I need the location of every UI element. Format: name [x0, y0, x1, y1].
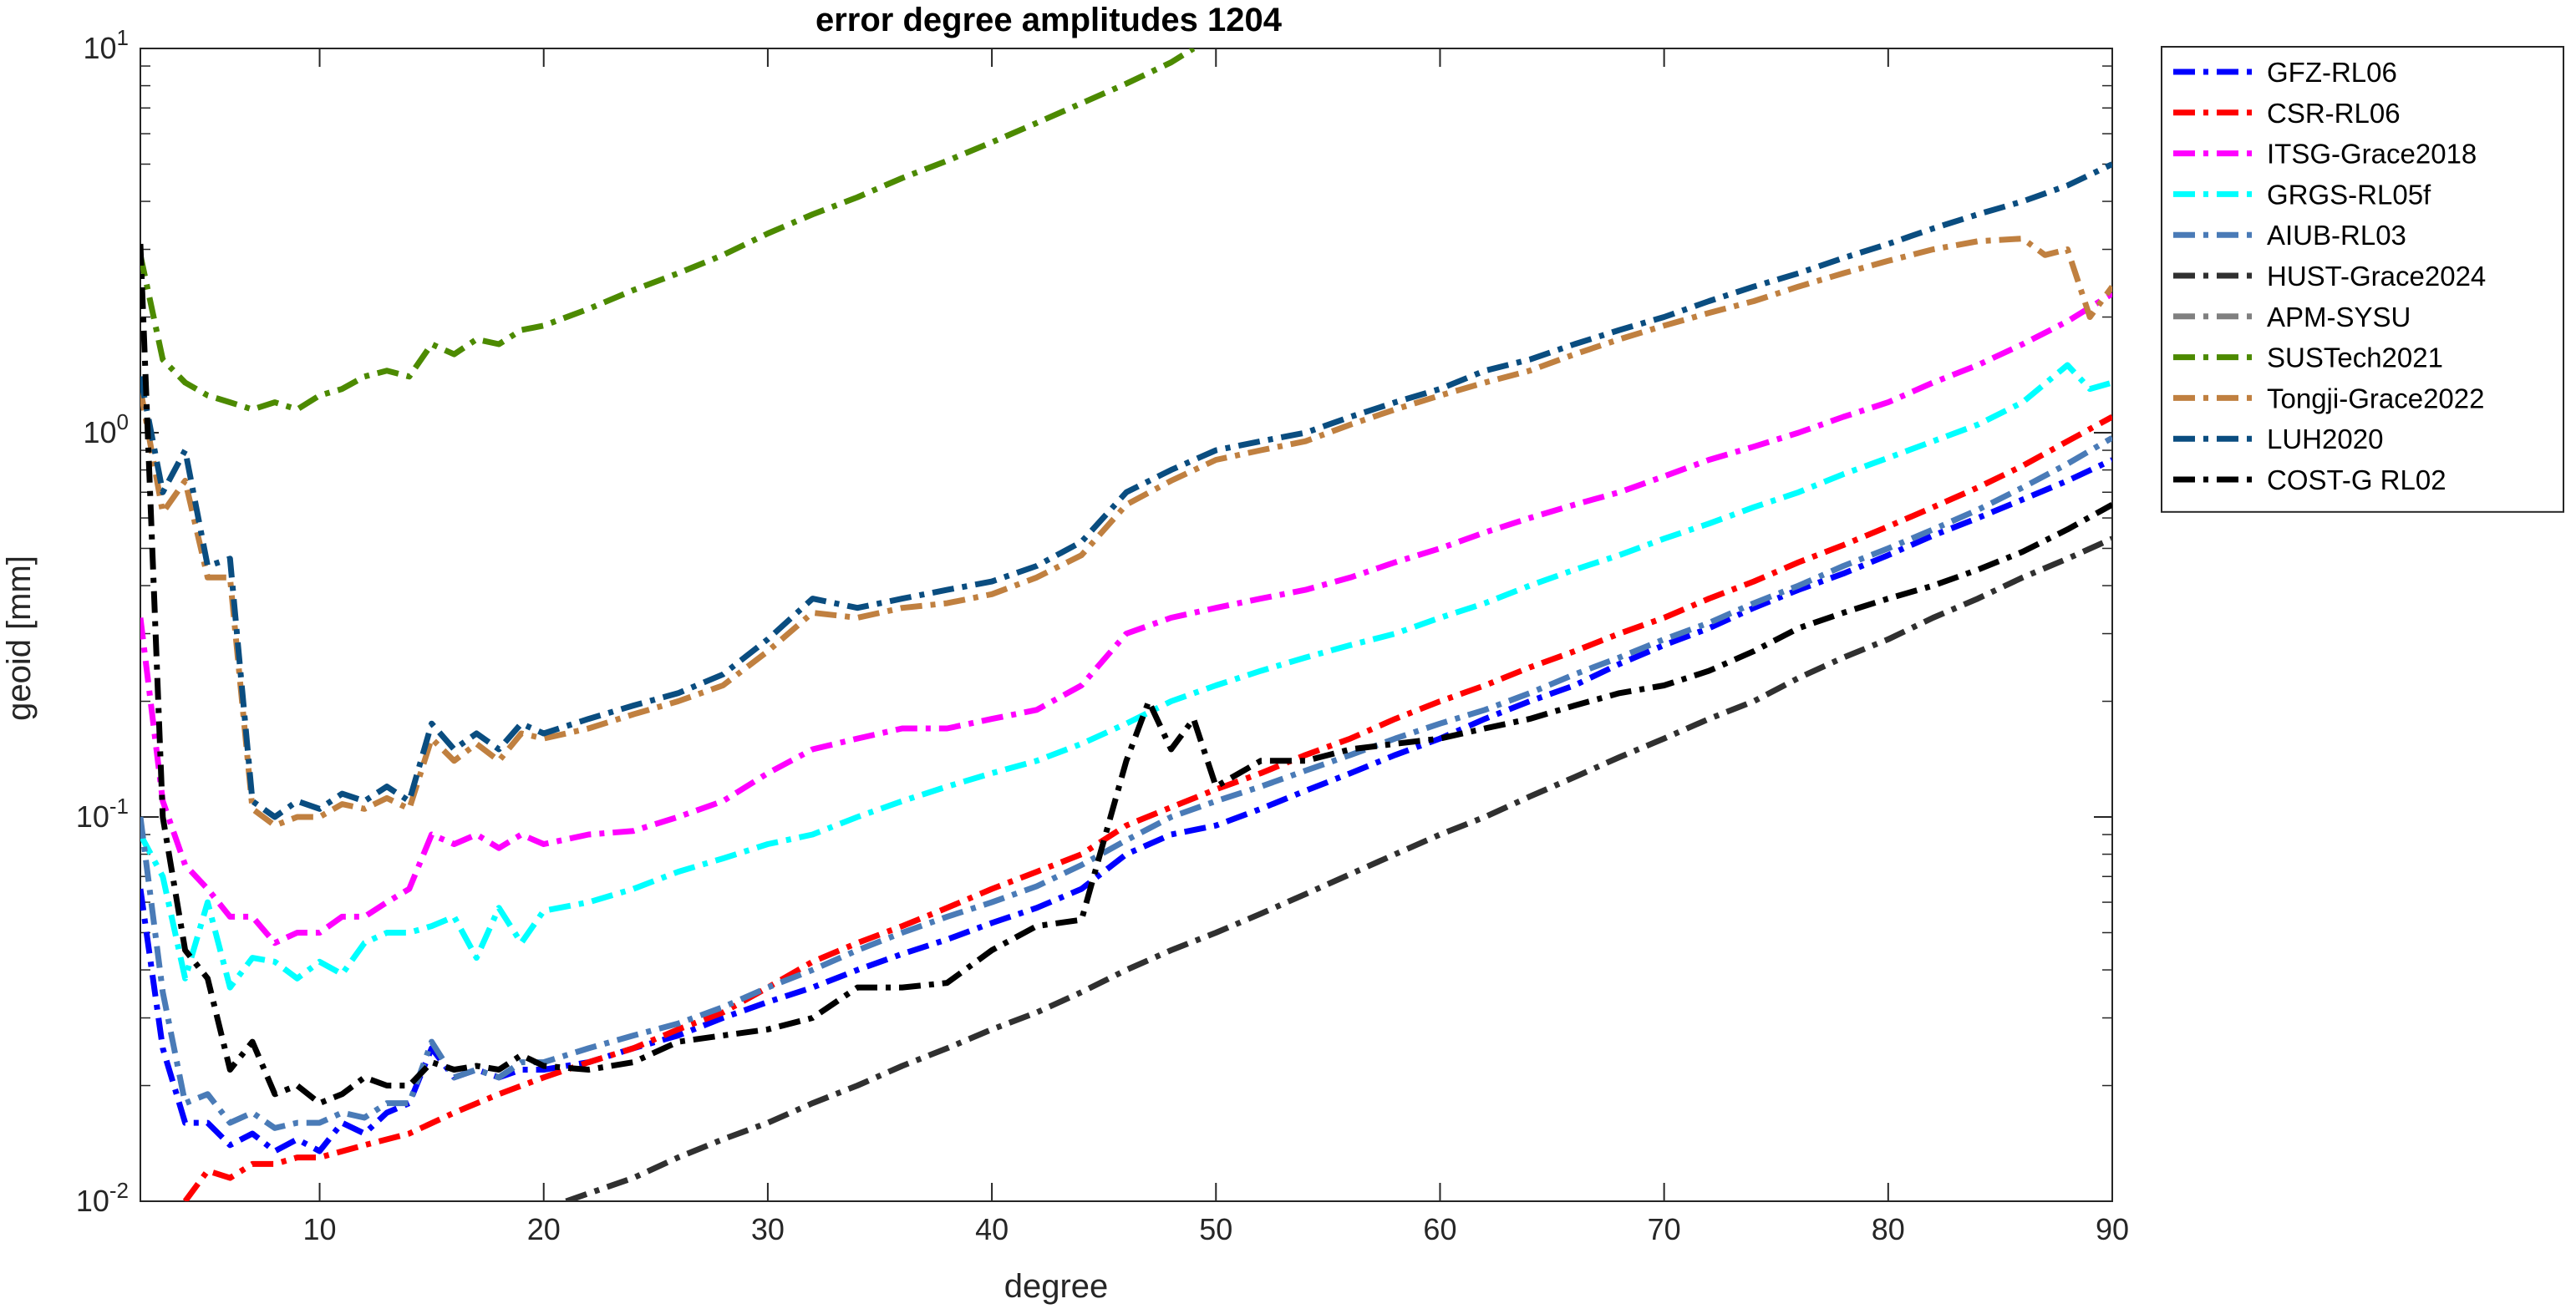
y-tick-label: 100 [83, 409, 129, 449]
legend-label: LUH2020 [2267, 424, 2383, 454]
legend-label: CSR-RL06 [2267, 98, 2401, 129]
y-axis-label: geoid [mm] [1, 556, 38, 721]
legend-label: AIUB-RL03 [2267, 220, 2406, 251]
y-tick-label: 10-2 [76, 1178, 129, 1218]
series-line-itsg-grace2018 [140, 291, 2112, 946]
x-tick-label: 40 [975, 1212, 1009, 1246]
legend-label: Tongji-Grace2022 [2267, 383, 2485, 414]
x-axis: 10 20 30 40 50 60 70 80 90 [303, 48, 2129, 1246]
series-line-tongji-grace2022 [140, 236, 2112, 829]
x-tick-label: 20 [527, 1212, 561, 1246]
plot-frame [140, 48, 2113, 1202]
series-line-hust-grace2024 [565, 535, 2112, 1201]
x-tick-label: 50 [1199, 1212, 1232, 1246]
series-line-aiub-rl03 [140, 435, 2112, 1131]
x-tick-label: 10 [303, 1212, 337, 1246]
x-tick-label: 90 [2096, 1212, 2129, 1246]
y-tick-label: 101 [83, 25, 129, 65]
y-axis: 10-2 10-1 100 101 [76, 25, 2112, 1218]
series-line-grgs-rl05f [140, 362, 2112, 991]
legend-label: SUSTech2021 [2267, 342, 2443, 373]
series-line-gfz-rl06 [140, 457, 2112, 1154]
x-tick-label: 60 [1423, 1212, 1456, 1246]
x-tick-label: 30 [751, 1212, 785, 1246]
legend-label: ITSG-Grace2018 [2267, 139, 2477, 170]
plot-area [140, 48, 2113, 1202]
x-axis-label: degree [1004, 1268, 1109, 1305]
series-line-csr-rl06 [182, 414, 2112, 1201]
y-tick-label: 10-1 [76, 794, 129, 834]
legend-label: GFZ-RL06 [2267, 57, 2397, 88]
x-tick-label: 80 [1872, 1212, 1905, 1246]
chart-title: error degree amplitudes 1204 [815, 2, 1283, 38]
legend-label: COST-G RL02 [2267, 464, 2446, 495]
series-line-sustech2021 [140, 48, 1196, 413]
legend: GFZ-RL06 CSR-RL06 ITSG-Grace2018 GRGS-RL05f… [2161, 46, 2564, 513]
legend-label: HUST-Grace2024 [2267, 261, 2486, 292]
legend-label: APM-SYSU [2267, 302, 2411, 332]
x-tick-label: 70 [1648, 1212, 1681, 1246]
legend-box [2161, 46, 2564, 513]
series-lines [140, 48, 2112, 1201]
series-line-cost-g-rl02 [140, 243, 2112, 1107]
legend-label: GRGS-RL05f [2267, 179, 2431, 210]
